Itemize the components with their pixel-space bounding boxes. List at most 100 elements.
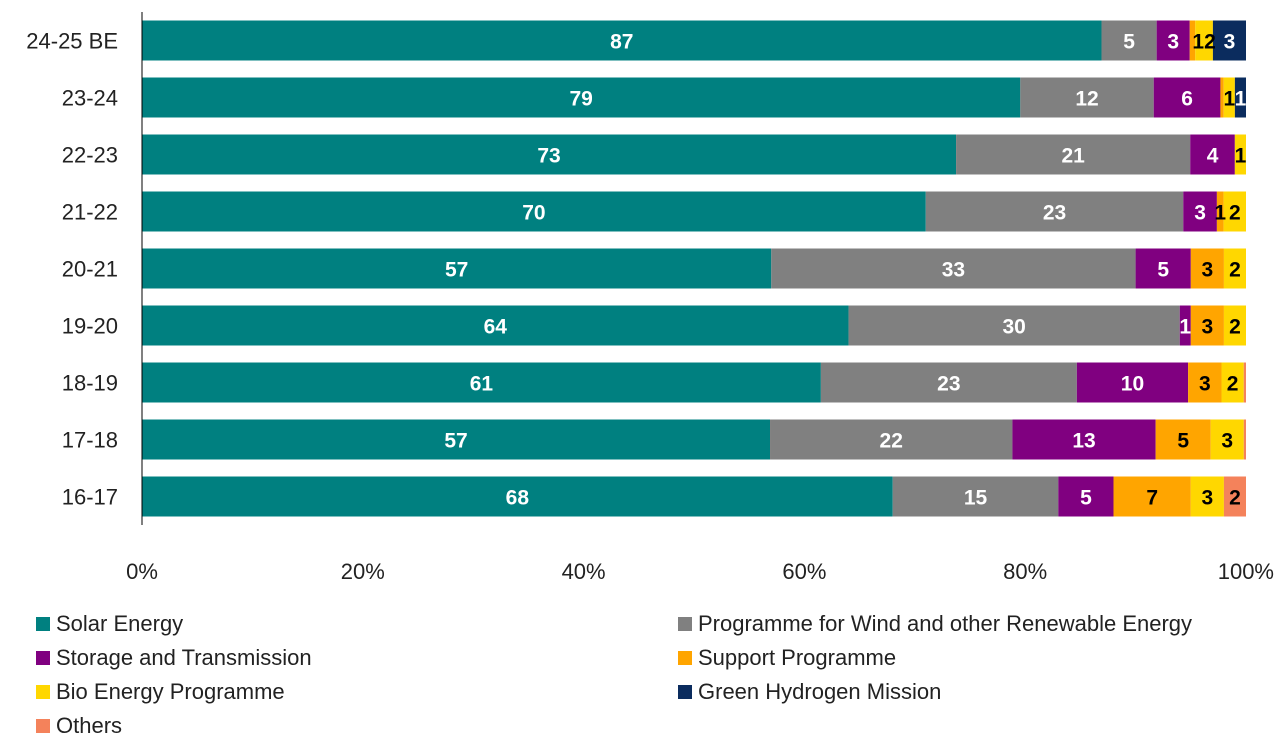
data-label: 33 bbox=[942, 259, 965, 282]
data-label: 70 bbox=[522, 202, 545, 225]
bar-segment bbox=[1221, 362, 1244, 403]
bar-segment bbox=[1190, 134, 1235, 175]
data-label: 73 bbox=[537, 145, 560, 168]
bar-segment bbox=[1223, 191, 1246, 232]
data-label: 22 bbox=[880, 430, 903, 453]
data-label: 2 bbox=[1229, 487, 1241, 510]
data-label: 2 bbox=[1229, 202, 1241, 225]
data-label: 68 bbox=[506, 487, 530, 510]
bar-segment bbox=[1220, 77, 1224, 118]
data-label: 3 bbox=[1224, 31, 1236, 54]
data-label: 12 bbox=[1075, 88, 1098, 111]
data-labels-group: 87 5 3 12 379 12 6 1 173 21 4 170 23 3 1 257 33 5 3 264 30 1 3… bbox=[444, 31, 1246, 510]
data-label: 57 bbox=[444, 430, 467, 453]
bar-segment bbox=[1155, 419, 1211, 460]
category-tick-label: 20-21 bbox=[62, 257, 118, 282]
bar-segment bbox=[770, 419, 1013, 460]
data-label: 30 bbox=[1002, 316, 1025, 339]
bar-segment bbox=[1243, 419, 1246, 460]
category-tick-label: 16-17 bbox=[62, 485, 118, 510]
bar-segment bbox=[1179, 305, 1191, 346]
data-label: 1 bbox=[1223, 88, 1235, 111]
data-label: 3 bbox=[1221, 430, 1233, 453]
data-label: 79 bbox=[569, 88, 592, 111]
bar-segment bbox=[1189, 20, 1196, 61]
bar-segment bbox=[956, 134, 1191, 175]
data-label: 4 bbox=[1207, 145, 1219, 168]
bar-segment bbox=[1234, 134, 1246, 175]
data-label: 3 bbox=[1202, 259, 1214, 282]
data-label: 23 bbox=[1043, 202, 1066, 225]
bars-group bbox=[142, 20, 1246, 517]
x-tick-label: 40% bbox=[562, 559, 606, 584]
data-label: 2 bbox=[1227, 373, 1239, 396]
bar-segment bbox=[1101, 20, 1157, 61]
data-label: 21 bbox=[1061, 145, 1085, 168]
category-tick-label: 23-24 bbox=[62, 86, 118, 111]
data-label: 5 bbox=[1080, 487, 1092, 510]
category-tick-label: 17-18 bbox=[62, 428, 118, 453]
bar-segment bbox=[1153, 77, 1221, 118]
data-label: 5 bbox=[1177, 430, 1189, 453]
category-tick-label: 24-25 BE bbox=[26, 29, 118, 54]
bar-segment bbox=[1210, 419, 1244, 460]
data-label: 87 bbox=[610, 31, 633, 54]
category-tick-label: 18-19 bbox=[62, 371, 118, 396]
bar-segment bbox=[771, 248, 1136, 289]
category-tick-label: 22-23 bbox=[62, 143, 118, 168]
data-label: 57 bbox=[445, 259, 468, 282]
bar-segment bbox=[142, 476, 893, 517]
bar-segment bbox=[1113, 476, 1191, 517]
bar-segment bbox=[142, 248, 772, 289]
data-label: 10 bbox=[1121, 373, 1144, 396]
bar-segment bbox=[142, 134, 957, 175]
bar-segment bbox=[1243, 362, 1246, 403]
bar-segment bbox=[1190, 248, 1224, 289]
data-label: 6 bbox=[1181, 88, 1193, 111]
bar-segment bbox=[1188, 362, 1222, 403]
bar-segment bbox=[1223, 476, 1246, 517]
data-label: 5 bbox=[1157, 259, 1169, 282]
data-label: 3 bbox=[1199, 373, 1211, 396]
bar-segment bbox=[1223, 248, 1246, 289]
data-label: 12 bbox=[1192, 31, 1215, 54]
bar-segment bbox=[142, 419, 771, 460]
bar-segment bbox=[1195, 20, 1213, 61]
data-label: 7 bbox=[1146, 487, 1158, 510]
bar-segment bbox=[1223, 305, 1246, 346]
category-tick-label: 21-22 bbox=[62, 200, 118, 225]
data-label: 23 bbox=[937, 373, 960, 396]
bar-segment bbox=[820, 362, 1077, 403]
bar-segment bbox=[848, 305, 1180, 346]
bar-segment bbox=[142, 191, 926, 232]
data-label: 13 bbox=[1072, 430, 1095, 453]
bar-segment bbox=[892, 476, 1059, 517]
category-tick-label: 19-20 bbox=[62, 314, 118, 339]
bar-segment bbox=[1020, 77, 1154, 118]
x-tick-label: 20% bbox=[341, 559, 385, 584]
x-tick-label: 60% bbox=[782, 559, 826, 584]
x-tick-label: 80% bbox=[1003, 559, 1047, 584]
bar-segment bbox=[1190, 305, 1224, 346]
bar-segment bbox=[1135, 248, 1191, 289]
data-label: 15 bbox=[964, 487, 988, 510]
data-label: 3 bbox=[1202, 316, 1214, 339]
bar-segment bbox=[142, 77, 1021, 118]
bar-segment bbox=[1212, 20, 1246, 61]
bar-segment bbox=[1234, 77, 1246, 118]
data-label: 1 bbox=[1235, 88, 1247, 111]
bar-segment bbox=[1058, 476, 1114, 517]
bar-segment bbox=[1223, 77, 1235, 118]
x-tick-label: 0% bbox=[126, 559, 158, 584]
data-label: 5 bbox=[1123, 31, 1135, 54]
x-tick-label: 100% bbox=[1218, 559, 1274, 584]
bar-segment bbox=[1183, 191, 1217, 232]
data-label: 2 bbox=[1229, 316, 1241, 339]
bar-segment bbox=[1190, 476, 1224, 517]
data-label: 61 bbox=[470, 373, 494, 396]
bar-segment bbox=[1216, 191, 1224, 232]
bar-segment bbox=[1012, 419, 1156, 460]
bar-segment bbox=[142, 305, 849, 346]
data-label: 3 bbox=[1194, 202, 1206, 225]
